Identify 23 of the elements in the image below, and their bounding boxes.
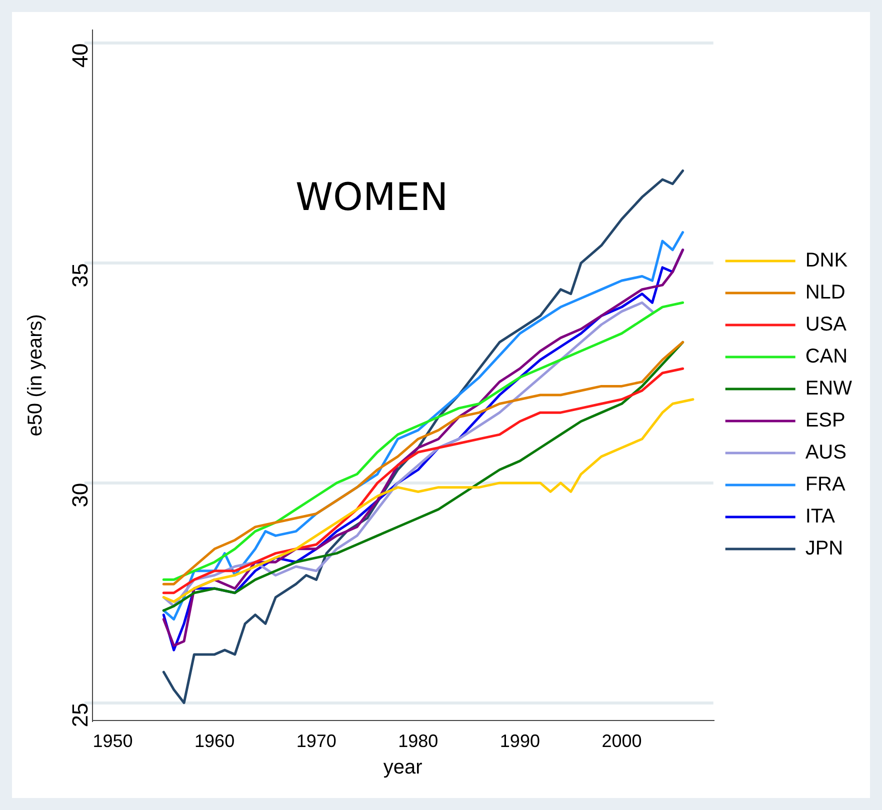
x-tick-label: 1980 xyxy=(398,731,438,752)
legend-label: FRA xyxy=(805,474,846,496)
legend-label: CAN xyxy=(805,346,848,368)
y-tick-label: 30 xyxy=(67,482,92,508)
x-tick-label: 2000 xyxy=(602,731,642,752)
legend-label: AUS xyxy=(805,442,846,464)
legend-label: ITA xyxy=(805,506,836,528)
y-axis-title: e50 (in years) xyxy=(24,314,47,436)
legend-label: NLD xyxy=(805,282,846,304)
legend-label: ENW xyxy=(805,378,852,400)
legend-label: JPN xyxy=(805,538,844,560)
x-axis-title: year xyxy=(383,756,423,779)
x-tick-label: 1950 xyxy=(92,731,133,752)
legend-label: DNK xyxy=(805,250,848,272)
y-tick-label: 40 xyxy=(67,43,92,68)
legend-label: USA xyxy=(805,314,848,336)
annotation: WOMEN xyxy=(295,175,448,219)
x-tick-label: 1970 xyxy=(296,731,336,752)
legend-label: ESP xyxy=(805,410,846,432)
y-tick-label: 25 xyxy=(67,702,92,728)
x-tick-label: 1990 xyxy=(500,731,540,752)
x-tick-label: 1960 xyxy=(194,731,235,752)
y-tick-label: 35 xyxy=(67,263,92,288)
